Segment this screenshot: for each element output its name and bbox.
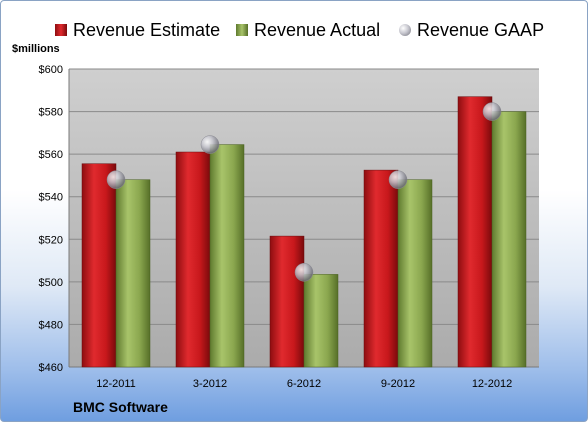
x-tick-label: 6-2012 <box>287 378 321 390</box>
bar-revenue-actual <box>491 111 527 368</box>
legend-item-revenue-gaap: Revenue GAAP <box>399 15 544 45</box>
marker-revenue-gaap <box>200 135 220 154</box>
legend-label-revenue-estimate: Revenue Estimate <box>73 19 221 40</box>
bar-revenue-estimate <box>269 235 305 368</box>
legend-item-revenue-actual: Revenue Actual <box>236 15 380 45</box>
bar-revenue-estimate <box>363 169 399 368</box>
legend: Revenue Estimate Revenue Actual Revenue … <box>1 15 587 45</box>
y-tick-label: $500 <box>39 277 63 289</box>
bar-revenue-estimate <box>457 96 493 368</box>
y-tick-label: $540 <box>39 192 63 204</box>
marker-revenue-gaap <box>106 170 126 189</box>
bar-revenue-estimate <box>175 151 211 368</box>
legend-label-revenue-actual: Revenue Actual <box>254 19 381 40</box>
company-name: BMC Software <box>73 399 168 415</box>
legend-swatch-revenue-actual <box>236 24 248 36</box>
y-tick-label: $580 <box>39 107 63 119</box>
y-tick-label: $560 <box>39 149 63 161</box>
legend-swatch-revenue-gaap <box>399 24 411 36</box>
y-tick-label: $460 <box>39 362 63 374</box>
x-tick-label: 12-2011 <box>96 378 136 390</box>
bar-revenue-actual <box>115 179 151 368</box>
bar-revenue-actual <box>303 274 339 368</box>
legend-label-revenue-gaap: Revenue GAAP <box>417 19 545 40</box>
x-tick-label: 12-2012 <box>472 378 512 390</box>
marker-revenue-gaap <box>482 102 502 121</box>
legend-item-revenue-estimate: Revenue Estimate <box>55 15 220 45</box>
bar-revenue-actual <box>397 179 433 368</box>
y-tick-label: $600 <box>39 64 63 76</box>
x-tick-label: 3-2012 <box>193 378 227 390</box>
legend-swatch-revenue-estimate <box>55 24 67 36</box>
bar-revenue-estimate <box>81 163 117 368</box>
y-tick-label: $520 <box>39 234 63 246</box>
marker-revenue-gaap <box>294 263 314 282</box>
bar-revenue-actual <box>209 144 245 368</box>
y-tick-label: $480 <box>39 319 63 331</box>
marker-revenue-gaap <box>388 170 408 189</box>
y-axis-unit-label: $millions <box>12 43 60 55</box>
x-tick-label: 9-2012 <box>381 378 415 390</box>
